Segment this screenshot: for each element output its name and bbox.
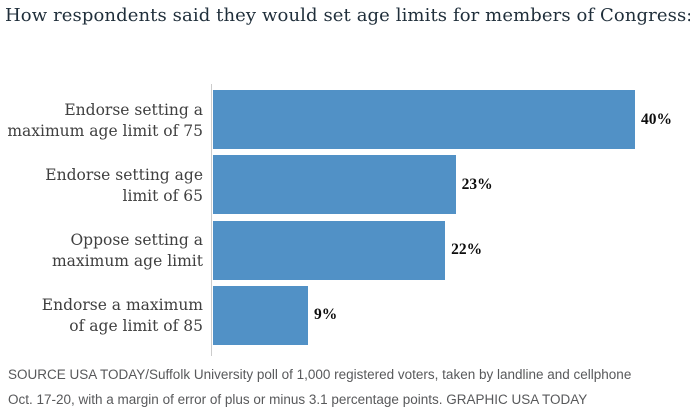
bar (213, 90, 635, 149)
category-label-line: Oppose setting a (70, 231, 203, 250)
category-label-line: maximum age limit (51, 252, 203, 271)
category-label: Endorse setting a maximum age limit of 75 (0, 100, 203, 142)
bar (213, 220, 446, 280)
source-note-line2: Oct. 17-20, with a margin of error of pl… (8, 392, 588, 407)
category-label-line: of age limit of 85 (69, 317, 203, 336)
y-axis-line (211, 84, 212, 356)
bar (213, 285, 308, 345)
category-label: Oppose setting a maximum age limit (0, 230, 203, 272)
bar-value-label: 23% (461, 175, 493, 193)
category-label-line: Endorse setting a (64, 100, 203, 119)
category-label-line: Endorse a maximum (41, 296, 203, 315)
category-label-line: Endorse setting age (45, 165, 203, 184)
category-label-line: maximum age limit of 75 (7, 121, 203, 140)
category-label: Endorse a maximum of age limit of 85 (0, 295, 203, 337)
bar-value-label: 9% (313, 306, 338, 324)
bar (213, 155, 456, 215)
bar-value-label: 40% (641, 110, 672, 128)
bar-value-label: 22% (451, 241, 483, 259)
source-note: SOURCE USA TODAY/Suffolk University poll… (8, 362, 686, 412)
category-label-line: limit of 65 (122, 186, 203, 205)
chart-title: How respondents said they would set age … (5, 5, 690, 26)
source-note-line1: SOURCE USA TODAY/Suffolk University poll… (8, 367, 632, 382)
category-label: Endorse setting age limit of 65 (0, 165, 203, 207)
